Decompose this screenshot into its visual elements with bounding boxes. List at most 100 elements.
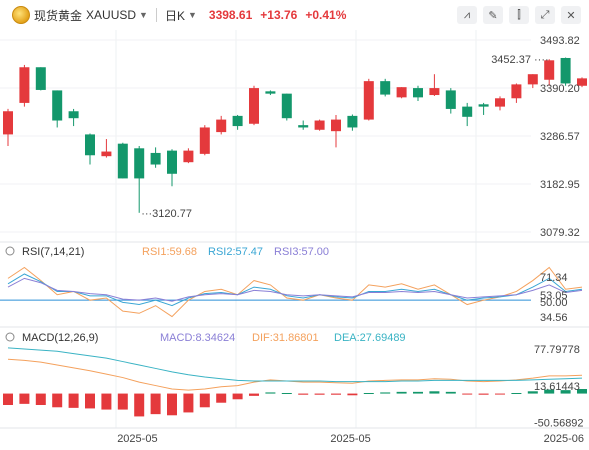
candle-body	[232, 115, 243, 127]
candle-body	[396, 87, 407, 98]
macd-histogram-bar	[265, 392, 276, 394]
macd-histogram-bar	[413, 391, 423, 394]
candle-body	[445, 90, 456, 109]
price-change: +13.76	[260, 8, 298, 22]
macd-histogram-bar	[249, 393, 259, 396]
rsi-line-rsi2	[7, 273, 583, 307]
rsi-tick-label: 50.00	[540, 297, 568, 309]
divider	[155, 8, 157, 22]
candle-body	[199, 127, 210, 154]
rsi-tick-label: 34.56	[540, 312, 568, 324]
macd-histogram-bar	[101, 393, 112, 410]
candle-body	[85, 134, 95, 156]
macd-dif-line	[7, 358, 583, 391]
macd-histogram-bar	[117, 393, 128, 410]
macd-histogram-bar	[199, 393, 210, 408]
price-tick-label: 3079.32	[540, 227, 580, 239]
macd-legend-dif: DIF:31.86801	[252, 332, 319, 344]
price-tick-label: 3286.57	[540, 131, 580, 143]
candle-body	[560, 57, 571, 84]
symbol-code[interactable]: XAUUSD	[86, 8, 137, 22]
date-tick-label: 2025-05	[330, 433, 370, 445]
macd-histogram-bar	[3, 393, 13, 405]
symbol-header: 现货黄金 XAUUSD ▼ 日K ▼ 3398.61 +13.76 +0.41%…	[0, 0, 589, 30]
candle-body	[380, 81, 391, 95]
macd-tick-label: 13.61443	[534, 381, 580, 393]
macd-title: MACD(12,26,9)	[22, 332, 98, 344]
candle-body	[413, 88, 423, 98]
close-icon[interactable]: ✕	[561, 6, 581, 24]
price-change-percent: +0.41%	[305, 8, 347, 22]
candle-body	[544, 60, 555, 80]
macd-histogram-bar	[232, 393, 243, 400]
macd-histogram-bar	[511, 393, 522, 394]
macd-histogram-bar	[68, 393, 79, 408]
macd-histogram-bar	[527, 391, 538, 394]
candle-body	[298, 125, 309, 128]
macd-histogram-bar	[52, 393, 63, 408]
macd-histogram-bar	[183, 393, 194, 413]
gold-coin-icon	[12, 6, 30, 24]
macd-histogram-bar	[495, 393, 505, 395]
rsi-legend-rsi2: RSI2:57.47	[208, 246, 263, 258]
macd-dea-line	[7, 347, 583, 383]
candle-style-icon[interactable]: ⫿	[509, 6, 529, 24]
price-tick-label: 3493.82	[540, 35, 580, 47]
candle-body	[68, 111, 79, 119]
macd-histogram-bar	[85, 393, 95, 409]
candle-body	[117, 143, 128, 179]
chart-grid	[0, 30, 589, 429]
fullscreen-icon[interactable]: ⤢	[535, 6, 555, 24]
macd-tick-label: 77.79778	[534, 344, 580, 356]
price-tick-label: 3390.20	[540, 83, 580, 95]
macd-histogram-bar	[560, 390, 571, 394]
macd-tick-label: -50.56892	[534, 417, 584, 429]
candle-body	[429, 88, 440, 96]
rsi-line-rsi3	[7, 277, 583, 302]
candle-body	[183, 150, 194, 163]
macd-histogram-bar	[167, 393, 177, 416]
macd-histogram-bar	[363, 393, 374, 394]
candle-body	[167, 150, 177, 174]
candle-body	[52, 90, 63, 121]
candle-body	[511, 84, 522, 99]
price-axis: 3493.82 3390.20 3286.57 3182.95 3079.32	[540, 35, 580, 239]
macd-histogram-bar	[314, 393, 325, 395]
draw-pen-icon[interactable]: ✎	[483, 6, 503, 24]
candle-body	[3, 111, 13, 135]
macd-histogram-bar	[462, 393, 473, 395]
candle-body	[363, 81, 374, 120]
macd-panel: MACD(12,26,9) MACD:8.34624 DIF:31.86801 DEA…	[3, 332, 587, 429]
price-annotations: 3452.37 ···· ···3120.77	[141, 54, 548, 220]
macd-histogram-bar	[150, 393, 161, 415]
rsi-panel: RSI(7,14,21) RSI1:59.68 RSI2:57.47 RSI3:57.…	[0, 246, 583, 324]
rsi-legend-rsi1: RSI1:59.68	[142, 246, 197, 258]
candle-body	[577, 78, 587, 86]
date-tick-label: 2025-05	[117, 433, 157, 445]
candle-body	[150, 152, 161, 165]
date-tick-label: 2025-06	[544, 433, 584, 445]
candle-body	[19, 67, 30, 103]
rsi-title: RSI(7,14,21)	[22, 246, 84, 258]
period-selector[interactable]: 日K	[164, 8, 185, 23]
last-price: 3398.61	[208, 8, 253, 22]
macd-histogram-bar	[19, 393, 30, 404]
macd-histogram-bar	[544, 389, 555, 394]
candle-body	[347, 115, 358, 128]
candle-body	[216, 119, 227, 133]
symbol-name[interactable]: 现货黄金	[34, 8, 83, 23]
macd-histogram-bar	[298, 393, 309, 395]
chevron-down-icon[interactable]: ▼	[139, 10, 148, 20]
candle-body	[495, 98, 505, 107]
period-chevron-down-icon[interactable]: ▼	[187, 10, 197, 20]
macd-histogram-bar	[445, 391, 456, 394]
candle-body	[527, 74, 538, 85]
candle-body	[478, 104, 489, 107]
high-price-annotation: 3452.37 ····	[491, 54, 548, 66]
rsi-legend-rsi3: RSI3:57.00	[274, 246, 329, 258]
indicator-icon[interactable]: ⩘	[457, 6, 477, 24]
macd-histogram-bar	[281, 393, 292, 394]
rsi-tick-label: 71.34	[540, 272, 568, 284]
macd-histogram-bar	[331, 393, 341, 395]
